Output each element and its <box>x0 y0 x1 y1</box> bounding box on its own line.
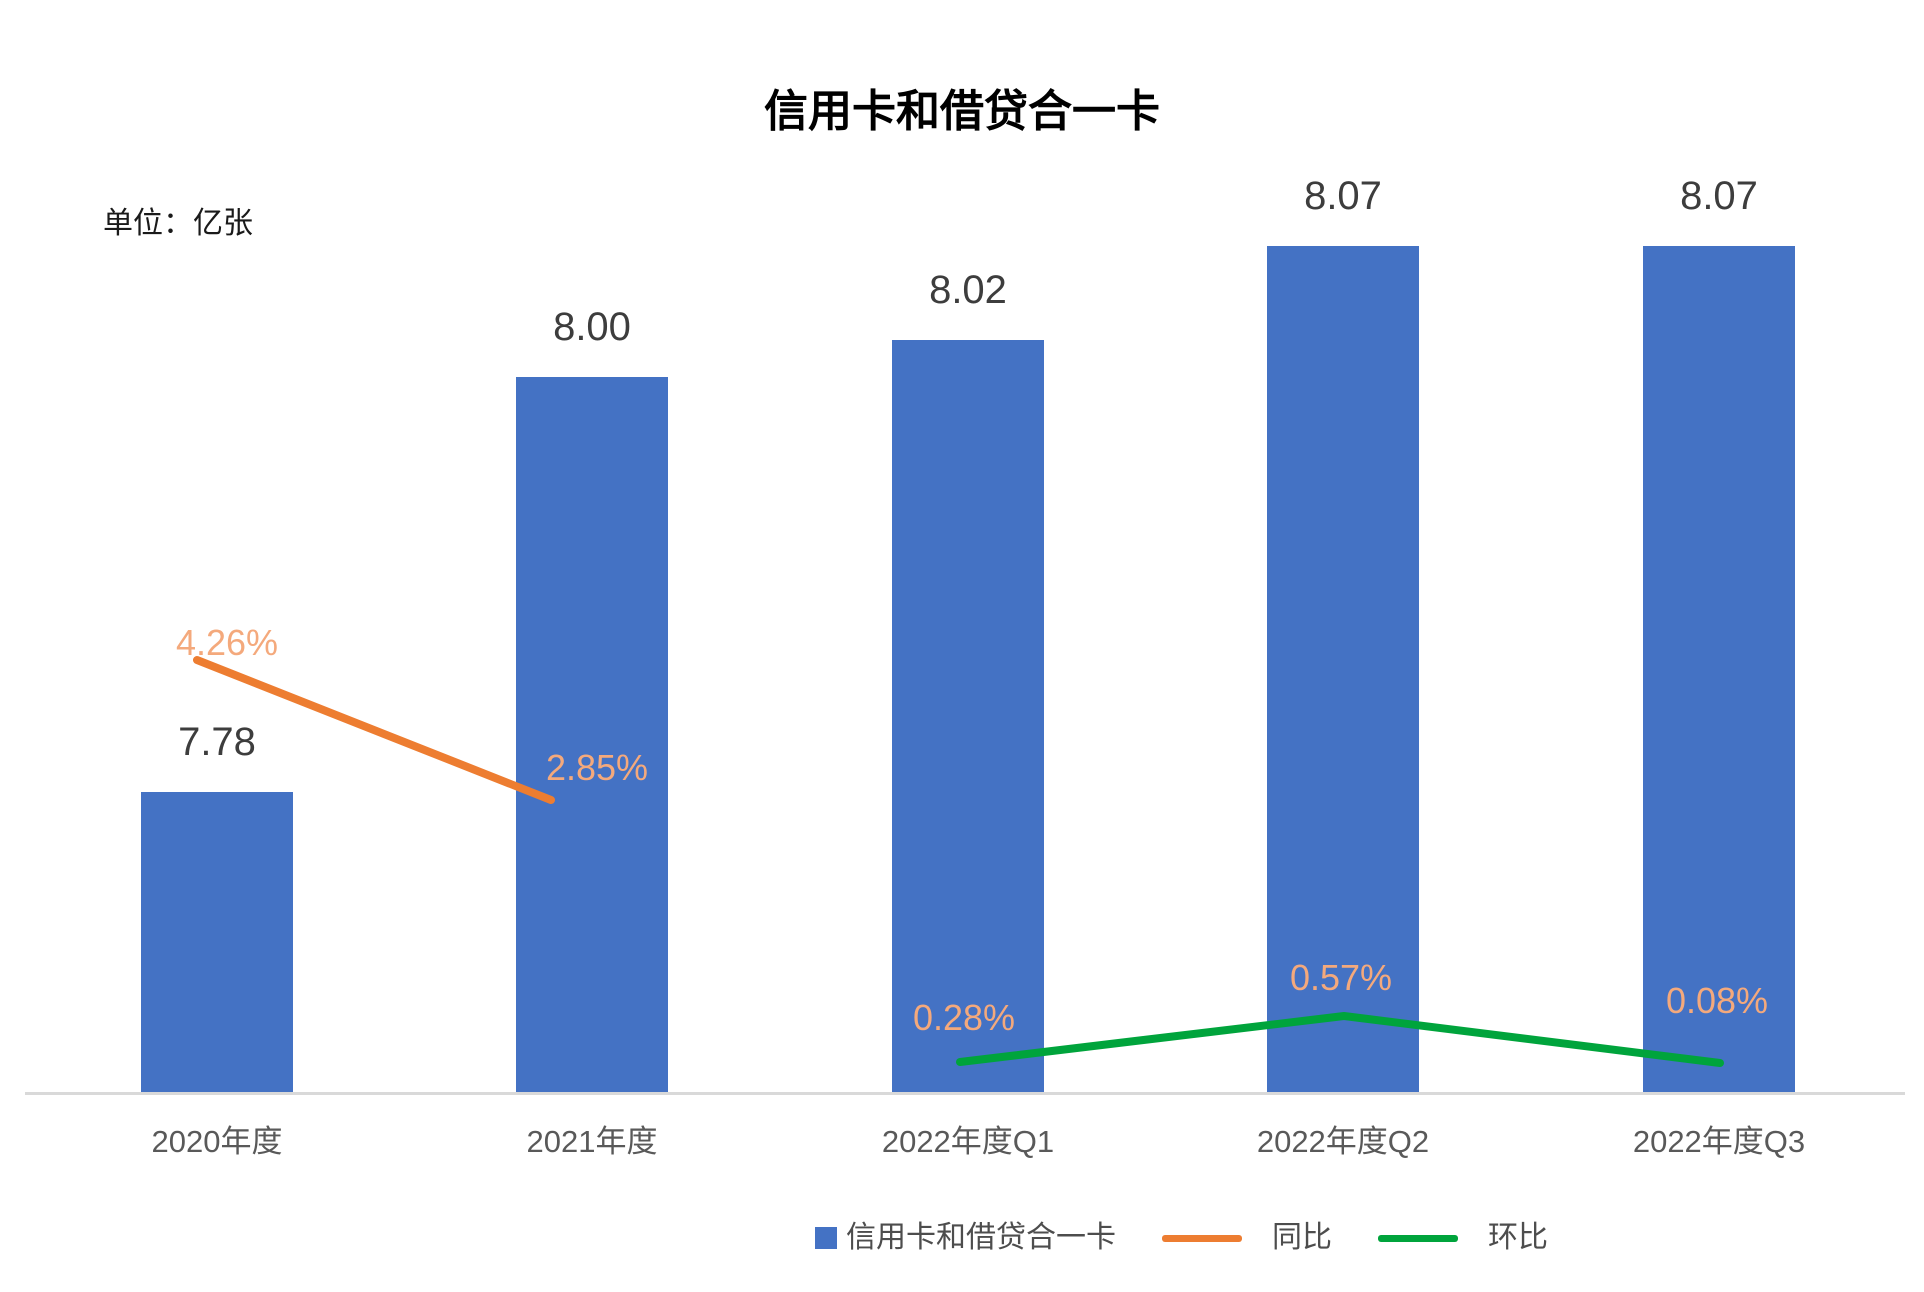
qoq-label-0: 0.28% <box>912 997 1016 1038</box>
bar-0 <box>141 792 293 1092</box>
yoy-line-swatch-icon <box>1162 1234 1242 1242</box>
qoq-label-1: 0.57% <box>1289 957 1393 998</box>
x-axis-label-3: 2022年度Q2 <box>1256 1124 1430 1159</box>
x-axis-label-1: 2021年度 <box>526 1124 658 1159</box>
unit-label: 单位：亿张 <box>103 207 253 240</box>
yoy-label-1: 2.85% <box>545 747 649 788</box>
bar-value-label-2: 8.02 <box>929 268 1007 312</box>
bar-value-label-1: 8.00 <box>553 305 631 349</box>
x-axis-label-2: 2022年度Q1 <box>881 1124 1055 1159</box>
bar-4 <box>1643 246 1795 1092</box>
bar-3 <box>1267 246 1419 1092</box>
x-axis-label-0: 2020年度 <box>151 1124 283 1159</box>
yoy-label-0: 4.26% <box>175 622 279 663</box>
legend-item-yoy: 同比 <box>1162 1216 1332 1260</box>
qoq-label-2: 0.08% <box>1665 980 1769 1021</box>
legend-label-cards: 信用卡和借贷合一卡 <box>846 1221 1116 1254</box>
legend: 信用卡和借贷合一卡 同比 环比 <box>815 1216 1548 1260</box>
legend-label-yoy: 同比 <box>1272 1221 1332 1254</box>
legend-item-qoq: 环比 <box>1378 1216 1548 1260</box>
legend-item-cards: 信用卡和借贷合一卡 <box>815 1216 1116 1260</box>
bar-value-label-0: 7.78 <box>178 720 256 764</box>
bar-value-label-4: 8.07 <box>1680 174 1758 218</box>
qoq-line-swatch-icon <box>1378 1234 1458 1242</box>
x-axis-line <box>25 1092 1905 1095</box>
x-axis-label-4: 2022年度Q3 <box>1632 1124 1806 1159</box>
bar-value-label-3: 8.07 <box>1304 174 1382 218</box>
legend-label-qoq: 环比 <box>1488 1221 1548 1254</box>
bar-2 <box>892 340 1044 1092</box>
bar-series-swatch-icon <box>815 1227 837 1249</box>
chart-title: 信用卡和借贷合一卡 <box>764 87 1160 136</box>
